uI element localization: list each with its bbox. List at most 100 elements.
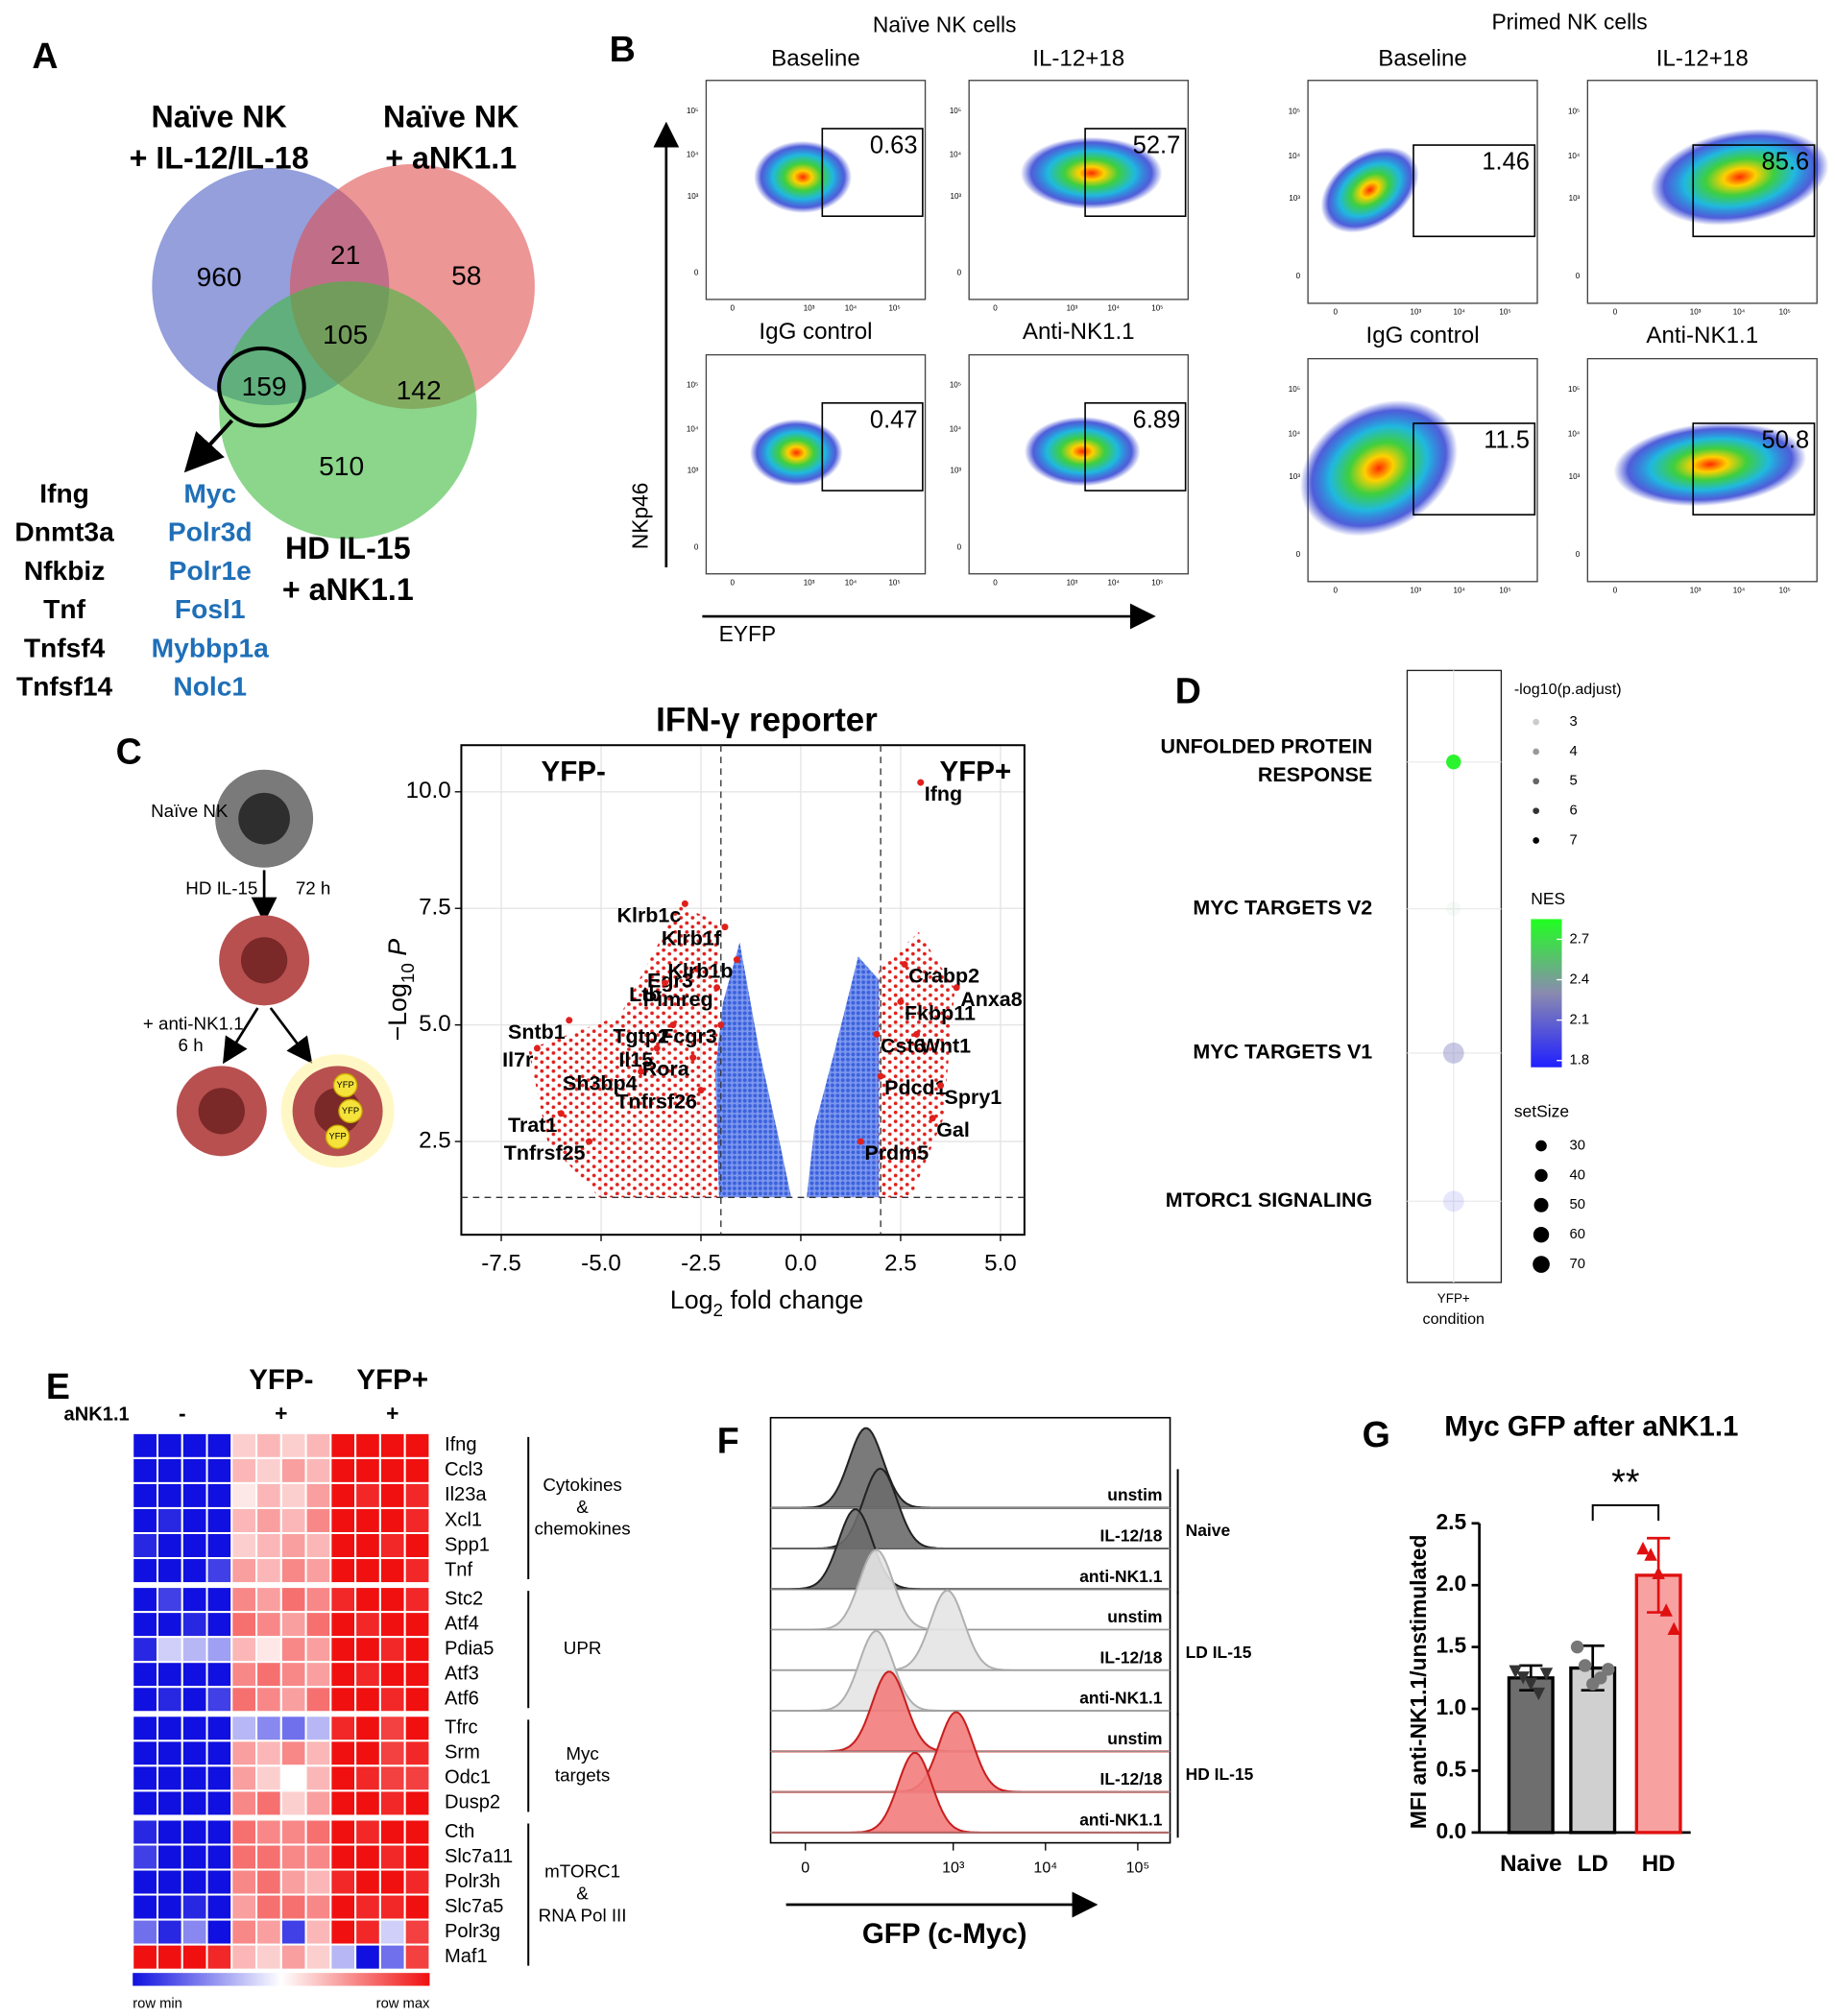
heat-cell [255,1686,282,1714]
category-label: UNFOLDED PROTEIN [1161,735,1373,758]
heat-cell [329,1481,357,1509]
heat-cell [132,1586,158,1614]
trace-label: IL-12/18 [1100,1525,1163,1545]
heat-cell [156,1506,183,1535]
group-label: & [576,1884,589,1904]
heat-cell [279,1557,307,1585]
legend-label: 1.8 [1570,1053,1590,1068]
heat-cell [279,1611,307,1639]
point [566,1017,573,1024]
row-label: Atf3 [445,1664,479,1685]
scheme-label: YFP [337,1079,354,1090]
heat-cell [279,1636,307,1664]
axis-tick-label: 10⁴ [1568,152,1581,160]
trace-label: IL-12/18 [1100,1769,1163,1788]
heat-cell [329,1557,357,1585]
heat-cell [304,1818,332,1846]
row-label: Il23a [445,1484,487,1505]
group-label: targets [555,1765,610,1786]
gate [1084,401,1187,492]
legend-title: -log10(p.adjust) [1514,681,1622,698]
row-label: Cth [445,1821,474,1842]
heat-cell [403,1611,431,1639]
group-label: Myc [566,1743,598,1764]
group-title: Naïve NK cells [873,12,1017,36]
point-label: Anxa8 [960,988,1022,1011]
heat-cell [205,1893,233,1921]
row-label: Atf6 [445,1689,479,1710]
label-part: fold change [723,1285,863,1314]
axis-tick-label: 10⁵ [1779,307,1791,316]
heat-cell [304,1686,332,1714]
legend-label: 50 [1570,1197,1585,1212]
axis-tick-label: 10⁵ [1568,107,1580,115]
axis-tick-label: 10⁴ [1733,307,1746,316]
gene: Tnfsf4 [24,632,106,662]
row-label: Tfrc [445,1717,478,1739]
axis-tick-label: 0 [957,269,962,277]
heat-cell [205,1686,233,1714]
heat-cell [132,1843,158,1871]
heat-cell [181,1686,208,1714]
set-title: HD IL-15 [285,531,411,565]
x-axis-label: Log2 fold change [670,1285,863,1320]
heat-cell [279,1506,307,1535]
axis-tick-label: 10⁵ [687,381,698,390]
heat-cell [378,1531,406,1560]
heat-cell [329,1740,357,1767]
axis-tick-label: 10³ [804,578,815,587]
scheme-label: + anti-NK1.1 [143,1013,244,1033]
point-label: Il7r [502,1048,534,1071]
heat-cell [304,1893,332,1921]
heat-cell [255,1843,282,1871]
axis-tick-label: 0 [1576,550,1581,559]
heat-cell [403,1456,431,1484]
row-label: Ccl3 [445,1459,483,1480]
heat-cell [255,1456,282,1484]
gate [1692,144,1816,238]
heat-cell [132,1686,158,1714]
heat-cell [304,1636,332,1664]
heat-cell [181,1918,208,1946]
panel-label: C [116,732,142,772]
condition-label: aNK1.1 [64,1404,130,1425]
axis-tick-label: 10³ [1289,472,1300,481]
heat-cell [156,1868,183,1896]
heat-cell [378,1456,406,1484]
heat-cell [378,1686,406,1714]
cell-scheme [176,769,395,1168]
heat-cell [329,1843,357,1871]
heat-cell [378,1586,406,1614]
axis-tick-label: 10⁵ [1151,303,1163,312]
axis-tick-label: 0 [694,542,699,551]
point [857,1138,864,1145]
category-label: MYC TARGETS V1 [1193,1041,1372,1064]
heat-cell [181,1818,208,1846]
heat-cell [181,1789,208,1817]
heat-cell [378,1636,406,1664]
heat-cell [255,1557,282,1585]
gate [821,128,924,218]
bar [1569,1666,1617,1835]
gate-percent: 52.7 [1133,132,1181,158]
point [917,779,925,786]
row-label: Srm [445,1742,480,1764]
heat-cell [205,1506,233,1535]
heat-cell [205,1764,233,1792]
heat-cell [132,1456,158,1484]
heat-cell [354,1868,381,1896]
heat-cell [132,1868,158,1896]
heat-cell [329,1431,357,1459]
highlight-ring [217,346,306,428]
panel-label: E [46,1366,70,1406]
heat-cell [156,1481,183,1509]
heat-cell [354,1557,381,1585]
heat-cell [403,1531,431,1560]
axis-tick-label: 10⁵ [950,107,961,115]
axis-tick-label: 0 [1613,307,1618,316]
row-label: Slc7a5 [445,1896,503,1917]
gate-percent: 1.46 [1482,149,1530,176]
heat-cell [378,1661,406,1689]
axis-tick-label: 0 [1334,307,1339,316]
axis-tick-label: 10⁵ [1499,307,1510,316]
